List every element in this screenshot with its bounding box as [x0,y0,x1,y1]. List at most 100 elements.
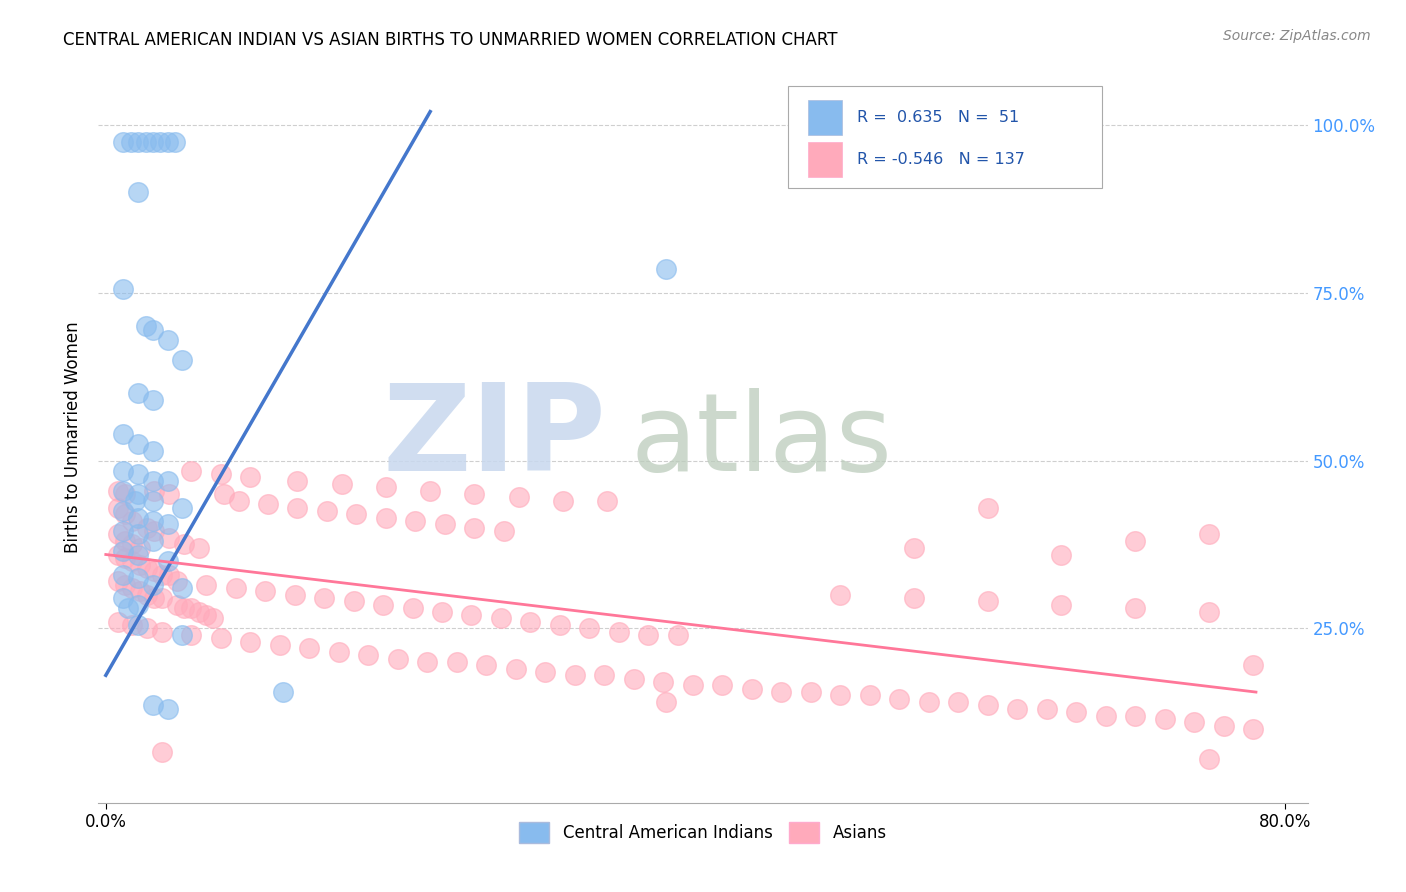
Point [107,548,129,562]
Point [1198,527,1220,541]
Point [173,601,195,615]
Text: atlas: atlas [630,388,893,494]
Point [135,319,157,334]
Point [202,611,225,625]
Point [112,483,135,498]
Point [387,651,409,665]
Point [128,558,150,572]
Point [127,185,149,199]
Point [143,591,166,606]
Point [127,386,149,401]
Point [655,262,678,277]
Point [1064,705,1087,719]
Point [112,524,135,538]
Point [180,601,202,615]
Point [375,480,398,494]
Text: Source: ZipAtlas.com: Source: ZipAtlas.com [1223,29,1371,43]
Point [463,487,485,501]
Point [121,618,143,632]
Point [209,467,232,481]
Point [112,544,135,558]
Point [239,634,262,648]
Point [312,591,335,606]
Point [187,541,209,555]
Point [269,638,291,652]
Point [637,628,659,642]
Point [156,135,179,149]
Point [107,574,129,589]
Point [283,588,305,602]
Bar [808,142,842,177]
Point [564,668,586,682]
Point [172,581,194,595]
Point [150,591,173,606]
Point [150,624,173,639]
Point [107,615,129,629]
Point [271,685,294,699]
Point [195,607,218,622]
Point [330,477,353,491]
Point [209,632,232,646]
Point [166,598,188,612]
Point [903,541,925,555]
Point [976,500,998,515]
Point [121,514,143,528]
Point [127,487,149,501]
Point [142,698,165,713]
Point [228,493,250,508]
Point [257,497,280,511]
Point [127,571,149,585]
Point [135,135,157,149]
Point [1198,752,1220,766]
Point [505,662,527,676]
Point [143,483,166,498]
Point [142,534,165,549]
Point [143,564,166,578]
Text: ZIP: ZIP [382,378,606,496]
Point [946,695,969,709]
Point [316,504,339,518]
Point [142,493,165,508]
Point [143,524,166,538]
Point [1035,702,1057,716]
Point [1005,702,1028,716]
Point [156,517,179,532]
Point [342,594,364,608]
Point [375,510,398,524]
Point [534,665,557,679]
Point [976,698,998,713]
Point [607,624,630,639]
Point [142,578,165,592]
Point [127,598,149,612]
Point [112,426,135,441]
Point [682,678,704,692]
Point [460,607,482,622]
Point [1050,548,1073,562]
Point [489,611,512,625]
Point [430,605,453,619]
Point [114,578,136,592]
Point [127,618,149,632]
Point [121,554,143,568]
Point [142,474,165,488]
Point [114,534,136,549]
Point [492,524,515,538]
Point [157,567,180,582]
Point [107,500,129,515]
Point [887,691,910,706]
Point [917,695,939,709]
Y-axis label: Births to Unmarried Women: Births to Unmarried Women [65,321,83,553]
Text: CENTRAL AMERICAN INDIAN VS ASIAN BIRTHS TO UNMARRIED WOMEN CORRELATION CHART: CENTRAL AMERICAN INDIAN VS ASIAN BIRTHS … [63,31,838,49]
Point [127,510,149,524]
Point [287,474,309,488]
Point [180,628,202,642]
Point [239,470,262,484]
Point [127,437,149,451]
Legend: Central American Indians, Asians: Central American Indians, Asians [513,815,893,849]
Point [127,527,149,541]
Point [1153,712,1175,726]
Point [136,561,159,575]
Point [124,493,146,508]
Point [212,487,235,501]
Point [114,508,136,522]
